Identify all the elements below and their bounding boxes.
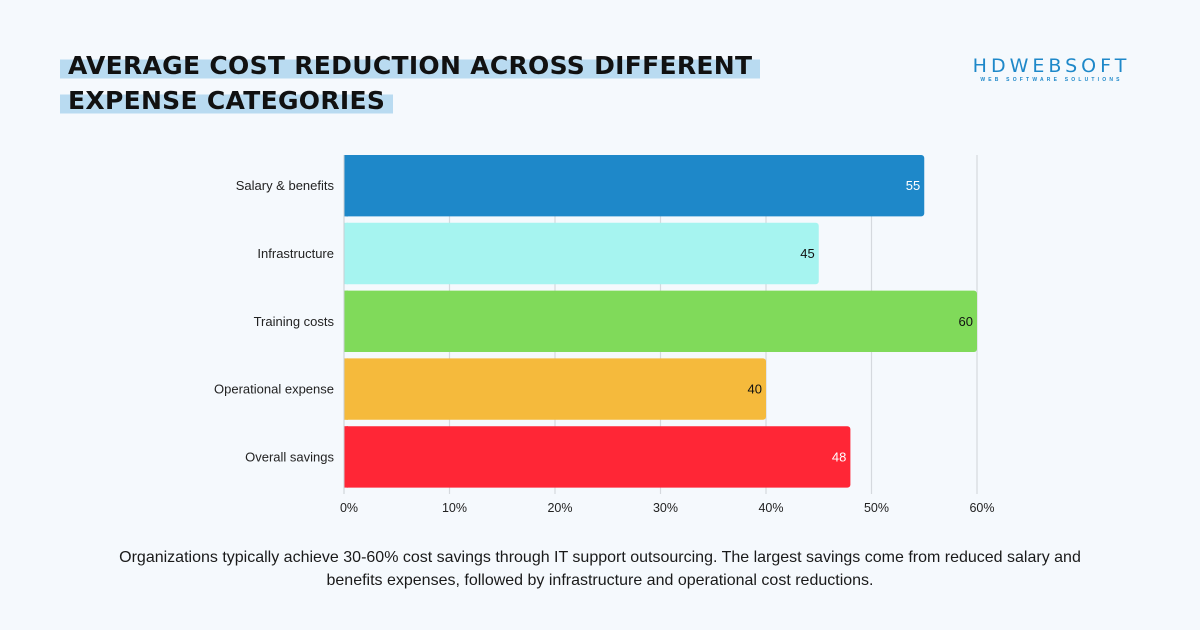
bar-left-edge bbox=[344, 155, 348, 217]
data-label: 45 bbox=[800, 246, 814, 261]
bar bbox=[344, 222, 819, 285]
chart-title: AVERAGE COST REDUCTION ACROSS DIFFERENT … bbox=[60, 48, 820, 118]
bar bbox=[344, 290, 977, 352]
x-tick-label: 50% bbox=[864, 501, 889, 515]
x-tick-label: 10% bbox=[442, 501, 467, 515]
bar bbox=[344, 155, 925, 217]
logo-name: HDWEBSOFT bbox=[972, 55, 1131, 77]
chart-caption: Organizations typically achieve 30-60% c… bbox=[119, 549, 1081, 589]
hdwebsoft-logo: HDWEBSOFT WEB SOFTWARE SOLUTIONS bbox=[964, 56, 1139, 84]
bar-left-edge bbox=[344, 290, 348, 352]
category-label: Training costs bbox=[254, 314, 335, 329]
x-tick-label: 40% bbox=[758, 501, 783, 515]
bar bbox=[344, 358, 766, 420]
category-label: Infrastructure bbox=[257, 246, 334, 261]
category-label: Operational expense bbox=[214, 382, 334, 397]
data-label: 40 bbox=[748, 382, 762, 397]
bar-left-edge bbox=[344, 426, 348, 488]
x-tick-label: 30% bbox=[653, 501, 678, 515]
bar bbox=[344, 426, 851, 488]
bar-left-edge bbox=[344, 358, 348, 420]
data-label: 60 bbox=[959, 314, 973, 329]
x-tick-label: 20% bbox=[547, 501, 572, 515]
category-label: Overall savings bbox=[245, 449, 334, 464]
data-label: 48 bbox=[832, 449, 846, 464]
x-tick-label: 0% bbox=[340, 501, 358, 515]
bar-left-edge bbox=[344, 222, 348, 285]
category-label: Salary & benefits bbox=[236, 178, 335, 193]
logo-tagline: WEB SOFTWARE SOLUTIONS bbox=[980, 77, 1123, 83]
x-tick-label: 60% bbox=[969, 501, 994, 515]
data-label: 55 bbox=[906, 178, 920, 193]
